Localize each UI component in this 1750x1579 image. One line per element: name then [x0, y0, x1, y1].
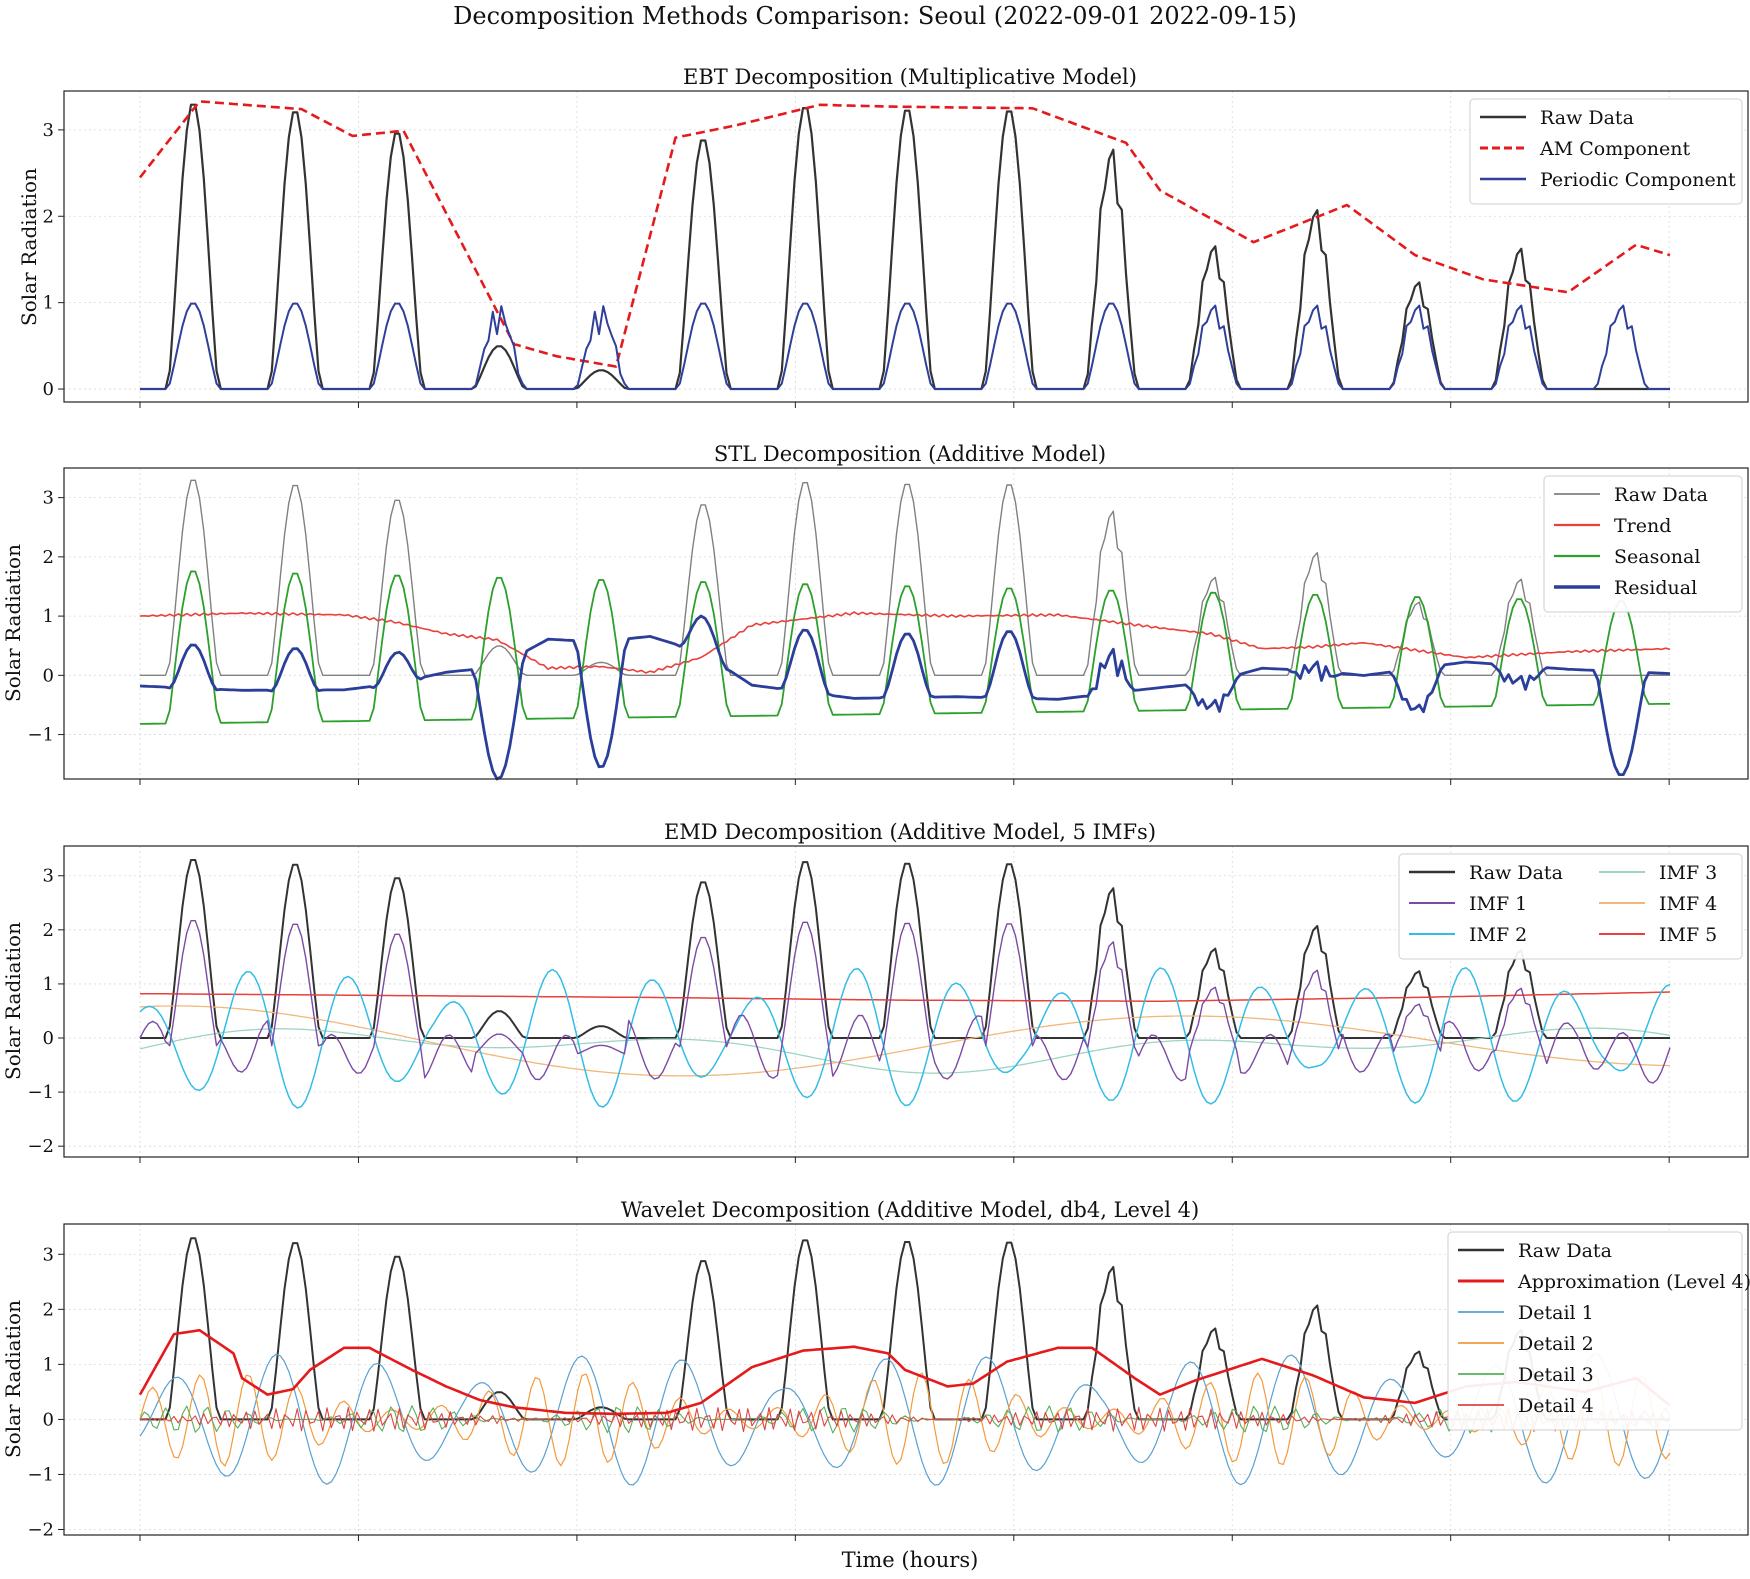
- y-tick-label: 0: [43, 1409, 54, 1430]
- y-tick-label: −1: [27, 1464, 54, 1485]
- legend-label: IMF 1: [1469, 893, 1527, 915]
- trend-line: [139, 611, 1671, 674]
- y-tick-label: 2: [43, 920, 54, 941]
- figure-title: Decomposition Methods Comparison: Seoul …: [453, 2, 1297, 30]
- legend-label: IMF 4: [1659, 893, 1717, 915]
- plot-area-frame: [63, 467, 1749, 780]
- imf-5-line: [140, 991, 1671, 1002]
- legend-label: AM Component: [1539, 138, 1691, 160]
- legend-label: Detail 1: [1518, 1302, 1594, 1324]
- y-tick-label: −1: [27, 1082, 54, 1103]
- y-tick-label: 2: [43, 206, 54, 227]
- imf-2-line: [139, 967, 1671, 1109]
- x-axis-label: Time (hours): [842, 1548, 979, 1572]
- detail-1-line: [139, 1353, 1671, 1486]
- ebt-y-label: Solar Radiation: [17, 168, 41, 326]
- y-tick-label: −2: [27, 1136, 54, 1157]
- y-tick-label: 2: [43, 1299, 54, 1320]
- ebt-panel: 0 1 2 3 Raw Data AM Component Periodic Compone…: [17, 65, 1749, 408]
- y-tick-label: 1: [43, 293, 54, 314]
- approximation-line: [138, 1328, 1671, 1416]
- legend-label: Seasonal: [1614, 546, 1700, 568]
- raw-data-line: [140, 859, 1670, 1039]
- y-tick-label: 3: [43, 120, 54, 141]
- raw-data-line: [140, 103, 1670, 391]
- legend-label: Raw Data: [1540, 107, 1634, 129]
- am-component-line: [138, 100, 1671, 368]
- legend: Raw Data Trend Seasonal Residual: [1543, 475, 1743, 613]
- y-tick-label: 0: [43, 665, 54, 686]
- legend: Raw Data Approximation (Level 4) Detail 1 D…: [1447, 1231, 1750, 1431]
- legend-box: [1398, 853, 1743, 960]
- y-tick-label: 3: [43, 1244, 54, 1265]
- legend: Raw Data AM Component Periodic Component: [1469, 98, 1743, 205]
- raw-data-line: [140, 1237, 1670, 1421]
- legend-label: IMF 3: [1659, 862, 1717, 884]
- periodic-component-line: [140, 302, 1670, 390]
- y-tick-label: 1: [43, 606, 54, 627]
- seasonal-line: [140, 570, 1670, 725]
- emd-panel: −2 −1 0 1 2 3 Raw Data IMF 1 IMF 2 IMF 3 IMF 4 IMF …: [1, 820, 1749, 1163]
- imf-4-line: [139, 1005, 1671, 1077]
- imf-1-line: [139, 920, 1671, 1084]
- y-tick-label: 0: [43, 379, 54, 400]
- legend-box: [1543, 475, 1743, 613]
- legend-label: Raw Data: [1469, 862, 1563, 884]
- legend-label: Trend: [1614, 515, 1671, 537]
- wavelet-panel: −2 −1 0 1 2 3 Raw Data Approximation (Level 4) D…: [1, 1198, 1750, 1541]
- imf-3-line: [139, 1027, 1671, 1074]
- detail-3-line: [139, 1405, 1671, 1434]
- emd-y-label: Solar Radiation: [1, 922, 25, 1080]
- residual-line: [139, 614, 1671, 781]
- detail-4-line: [139, 1406, 1671, 1433]
- plot-area-frame: [63, 845, 1749, 1158]
- legend-label: IMF 2: [1469, 924, 1527, 946]
- legend-label: IMF 5: [1659, 924, 1717, 946]
- emd-panel-title: EMD Decomposition (Additive Model, 5 IMF…: [664, 820, 1156, 844]
- legend-label: Detail 4: [1518, 1395, 1594, 1417]
- raw-data-line: [140, 479, 1670, 676]
- plot-area-frame: [63, 90, 1749, 403]
- stl-panel-title: STL Decomposition (Additive Model): [714, 442, 1106, 466]
- wavelet-panel-title: Wavelet Decomposition (Additive Model, d…: [621, 1198, 1199, 1222]
- detail-2-line: [139, 1372, 1671, 1467]
- y-tick-label: 2: [43, 547, 54, 568]
- legend-label: Raw Data: [1614, 484, 1708, 506]
- legend-label: Residual: [1614, 577, 1697, 599]
- legend: Raw Data IMF 1 IMF 2 IMF 3 IMF 4 IMF 5: [1398, 853, 1743, 960]
- legend-box: [1447, 1231, 1743, 1431]
- legend-label: Detail 2: [1518, 1333, 1594, 1355]
- ebt-panel-title: EBT Decomposition (Multiplicative Model): [683, 65, 1137, 89]
- legend-label: Periodic Component: [1540, 169, 1736, 191]
- y-tick-label: −1: [27, 725, 54, 746]
- wavelet-y-label: Solar Radiation: [1, 1300, 25, 1458]
- legend-label: Detail 3: [1518, 1364, 1594, 1386]
- plot-area-frame: [63, 1223, 1749, 1536]
- legend-label: Raw Data: [1518, 1240, 1612, 1262]
- stl-y-label: Solar Radiation: [1, 544, 25, 702]
- y-tick-label: 0: [43, 1028, 54, 1049]
- stl-panel: −1 0 1 2 3 Raw Data Trend Seasonal Residual STL D…: [1, 442, 1749, 785]
- y-tick-label: −2: [27, 1519, 54, 1540]
- y-tick-label: 3: [43, 866, 54, 887]
- y-tick-label: 1: [43, 974, 54, 995]
- y-tick-label: 1: [43, 1354, 54, 1375]
- legend-box: [1469, 98, 1743, 205]
- y-tick-label: 3: [43, 488, 54, 509]
- legend-label: Approximation (Level 4): [1517, 1271, 1750, 1293]
